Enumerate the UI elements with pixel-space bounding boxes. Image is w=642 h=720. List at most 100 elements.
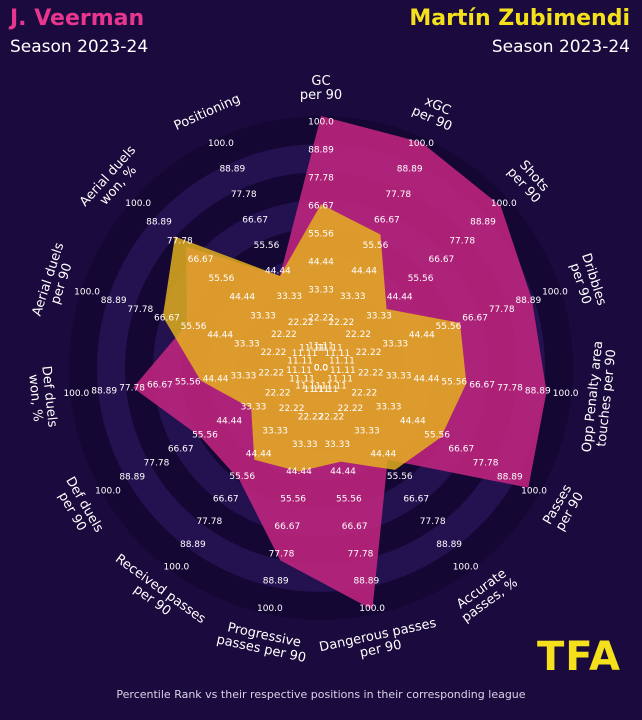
ring-value-label: 44.44 — [207, 331, 233, 341]
ring-value-label: 33.33 — [324, 440, 350, 450]
ring-value-label: 88.89 — [470, 218, 496, 228]
ring-value-label: 22.22 — [258, 369, 284, 379]
ring-value-label: 77.78 — [348, 549, 374, 559]
category-label-line: Positioning — [172, 91, 243, 133]
ring-value-label: 88.89 — [119, 473, 145, 483]
ring-value-label: 0.0 — [314, 364, 329, 374]
player-b-name: Martín Zubimendi — [409, 6, 630, 31]
ring-value-label: 0.0 — [314, 364, 329, 374]
ring-value-label: 0.0 — [314, 364, 329, 374]
ring-value-label: 55.56 — [229, 472, 255, 482]
ring-value-label: 33.33 — [382, 339, 408, 349]
ring-value-label: 55.56 — [308, 230, 334, 240]
player-b-season: Season 2023-24 — [491, 37, 630, 57]
category-label: Passesper 90 — [540, 482, 587, 534]
ring-value-label: 11.11 — [308, 342, 334, 352]
footer-caption: Percentile Rank vs their respective posi… — [116, 688, 526, 701]
ring-value-label: 11.11 — [324, 349, 350, 359]
ring-value-label: 55.56 — [336, 495, 362, 505]
ring-value-label: 33.33 — [262, 427, 288, 437]
ring-value-label: 100.0 — [125, 199, 151, 209]
ring-value-label: 33.33 — [340, 292, 366, 302]
category-label-line: GC — [311, 74, 330, 89]
ring-value-label: 0.0 — [314, 364, 329, 374]
category-label: Dangerous passesper 90 — [318, 616, 441, 669]
ring-value-label: 33.33 — [354, 427, 380, 437]
ring-value-label: 100.0 — [359, 604, 385, 614]
ring-value-label: 100.0 — [95, 487, 121, 497]
ring-value-label: 44.44 — [351, 267, 377, 277]
ring-value-label: 44.44 — [414, 375, 440, 385]
header-right: Martín Zubimendi Season 2023-24 — [409, 6, 630, 58]
ring-value-label: 44.44 — [286, 467, 312, 477]
category-label: Dribblesper 90 — [565, 252, 609, 312]
tfa-logo: TFA — [537, 634, 621, 680]
ring-value-label: 66.67 — [374, 216, 400, 226]
ring-value-label: 0.0 — [314, 364, 329, 374]
ring-value-label: 44.44 — [246, 449, 272, 459]
ring-value-label: 44.44 — [229, 293, 255, 303]
ring-value-label: 22.22 — [351, 389, 377, 399]
ring-value-label: 88.89 — [101, 296, 127, 306]
player-a-season: Season 2023-24 — [10, 37, 149, 57]
ring-value-label: 44.44 — [308, 258, 334, 268]
ring-value-label: 88.89 — [497, 473, 523, 483]
ring-value-label: 88.89 — [146, 218, 172, 228]
ring-value-label: 88.89 — [180, 540, 206, 550]
ring-value-label: 33.33 — [234, 339, 260, 349]
ring-value-label: 11.11 — [286, 366, 312, 376]
ring-value-label: 11.11 — [321, 381, 347, 391]
category-label: xGCper 90 — [409, 91, 459, 135]
ring-value-label: 66.67 — [429, 255, 455, 265]
header-left: J. Veerman Season 2023-24 — [10, 6, 148, 58]
ring-value-label: 11.11 — [289, 375, 315, 385]
ring-value-label: 11.11 — [287, 357, 313, 367]
category-label: Positioning — [172, 91, 243, 133]
ring-value-label: 77.78 — [449, 236, 475, 246]
ring-value-label: 44.44 — [409, 331, 435, 341]
ring-value-label: 55.56 — [408, 274, 434, 284]
ring-value-label: 77.78 — [269, 549, 295, 559]
ring-value-label: 55.56 — [441, 378, 467, 388]
ring-value-label: 77.78 — [119, 383, 145, 393]
ring-value-label: 22.22 — [319, 412, 345, 422]
ring-value-label: 0.0 — [314, 364, 329, 374]
ring-value-label: 66.67 — [403, 495, 429, 505]
ring-value-label: 22.22 — [271, 330, 297, 340]
category-label: Def duelswon, % — [24, 365, 59, 430]
ring-value-label: 22.22 — [288, 318, 314, 328]
ring-value-label: 0.0 — [314, 364, 329, 374]
ring-value-label: 77.78 — [308, 174, 334, 184]
ring-value-label: 77.78 — [127, 305, 153, 315]
ring-value-label: 33.33 — [386, 372, 412, 382]
ring-value-label: 55.56 — [254, 241, 280, 251]
ring-value-label: 77.78 — [196, 517, 222, 527]
ring-value-label: 44.44 — [400, 417, 426, 427]
ring-value-label: 0.0 — [314, 364, 329, 374]
ring-value-label: 88.89 — [525, 386, 551, 396]
series-polygon-player-b — [162, 204, 467, 472]
player-a-name: J. Veerman — [10, 6, 145, 31]
ring-value-label: 100.0 — [491, 199, 517, 209]
ring-value-label: 55.56 — [436, 322, 462, 332]
ring-value-label: 44.44 — [265, 267, 291, 277]
ring-value-label: 22.22 — [261, 348, 287, 358]
ring-value-label: 77.78 — [144, 459, 170, 469]
ring-value-label: 55.56 — [181, 322, 207, 332]
ring-value-label: 66.67 — [168, 445, 194, 455]
ring-value-label: 66.67 — [188, 255, 214, 265]
ring-value-label: 22.22 — [308, 314, 334, 324]
ring-value-label: 77.78 — [473, 459, 499, 469]
ring-value-label: 55.56 — [387, 472, 413, 482]
ring-value-label: 44.44 — [387, 293, 413, 303]
category-label-line: Def duels — [38, 365, 59, 428]
ring-value-label: 33.33 — [276, 292, 302, 302]
ring-value-label: 66.67 — [342, 522, 368, 532]
ring-value-label: 100.0 — [521, 487, 547, 497]
ring-value-label: 88.89 — [263, 577, 289, 587]
ring-value-label: 66.67 — [462, 313, 488, 323]
ring-value-label: 11.11 — [329, 357, 355, 367]
ring-value-label: 0.0 — [314, 364, 329, 374]
ring-value-label: 66.67 — [308, 202, 334, 212]
